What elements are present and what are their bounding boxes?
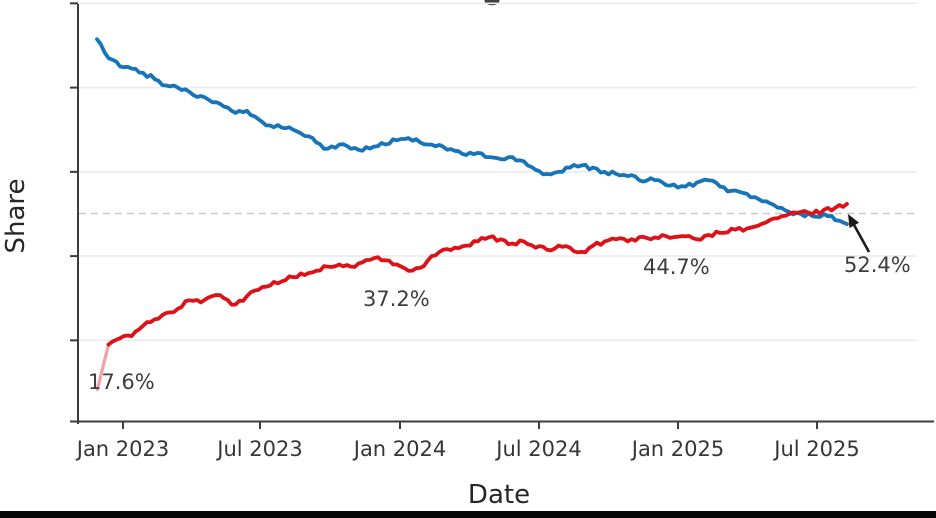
blue-series-line [95, 37, 849, 226]
x-axis-ticks [122, 422, 818, 429]
annotation-37.2%: 37.2% [363, 287, 430, 311]
bottom-border-bar [0, 511, 936, 518]
x-axis-label: Date [468, 480, 530, 510]
red-series-start-segment [95, 344, 111, 392]
x-axis-tick-labels: Jan 2023 Jul 2023 Jan 2024 Jul 2024 Jan 2025… [75, 437, 860, 461]
x-tick-label: Jul 2023 [215, 437, 302, 461]
y-axis-label: Share [1, 178, 31, 253]
annotation-52.4%: 52.4% [844, 253, 911, 277]
y-axis-ticks [70, 2, 78, 342]
annotation-17.6%: 17.6% [88, 370, 155, 394]
data-series [95, 37, 849, 392]
x-tick-label: Jan 2024 [352, 437, 447, 461]
arrow-head [848, 214, 860, 228]
annotation-44.7%: 44.7% [643, 255, 710, 279]
arrow-shaft [851, 222, 871, 253]
x-tick-label: Jan 2025 [630, 437, 725, 461]
y-gridlines [79, 2, 917, 342]
x-tick-label: Jul 2025 [772, 437, 859, 461]
trend-arrow [848, 214, 871, 253]
red-series-line [106, 202, 849, 347]
x-tick-label: Jan 2023 [75, 437, 170, 461]
x-tick-label: Jul 2024 [494, 437, 581, 461]
value-annotations: 17.6% 37.2% 44.7% 52.4% [88, 253, 911, 394]
